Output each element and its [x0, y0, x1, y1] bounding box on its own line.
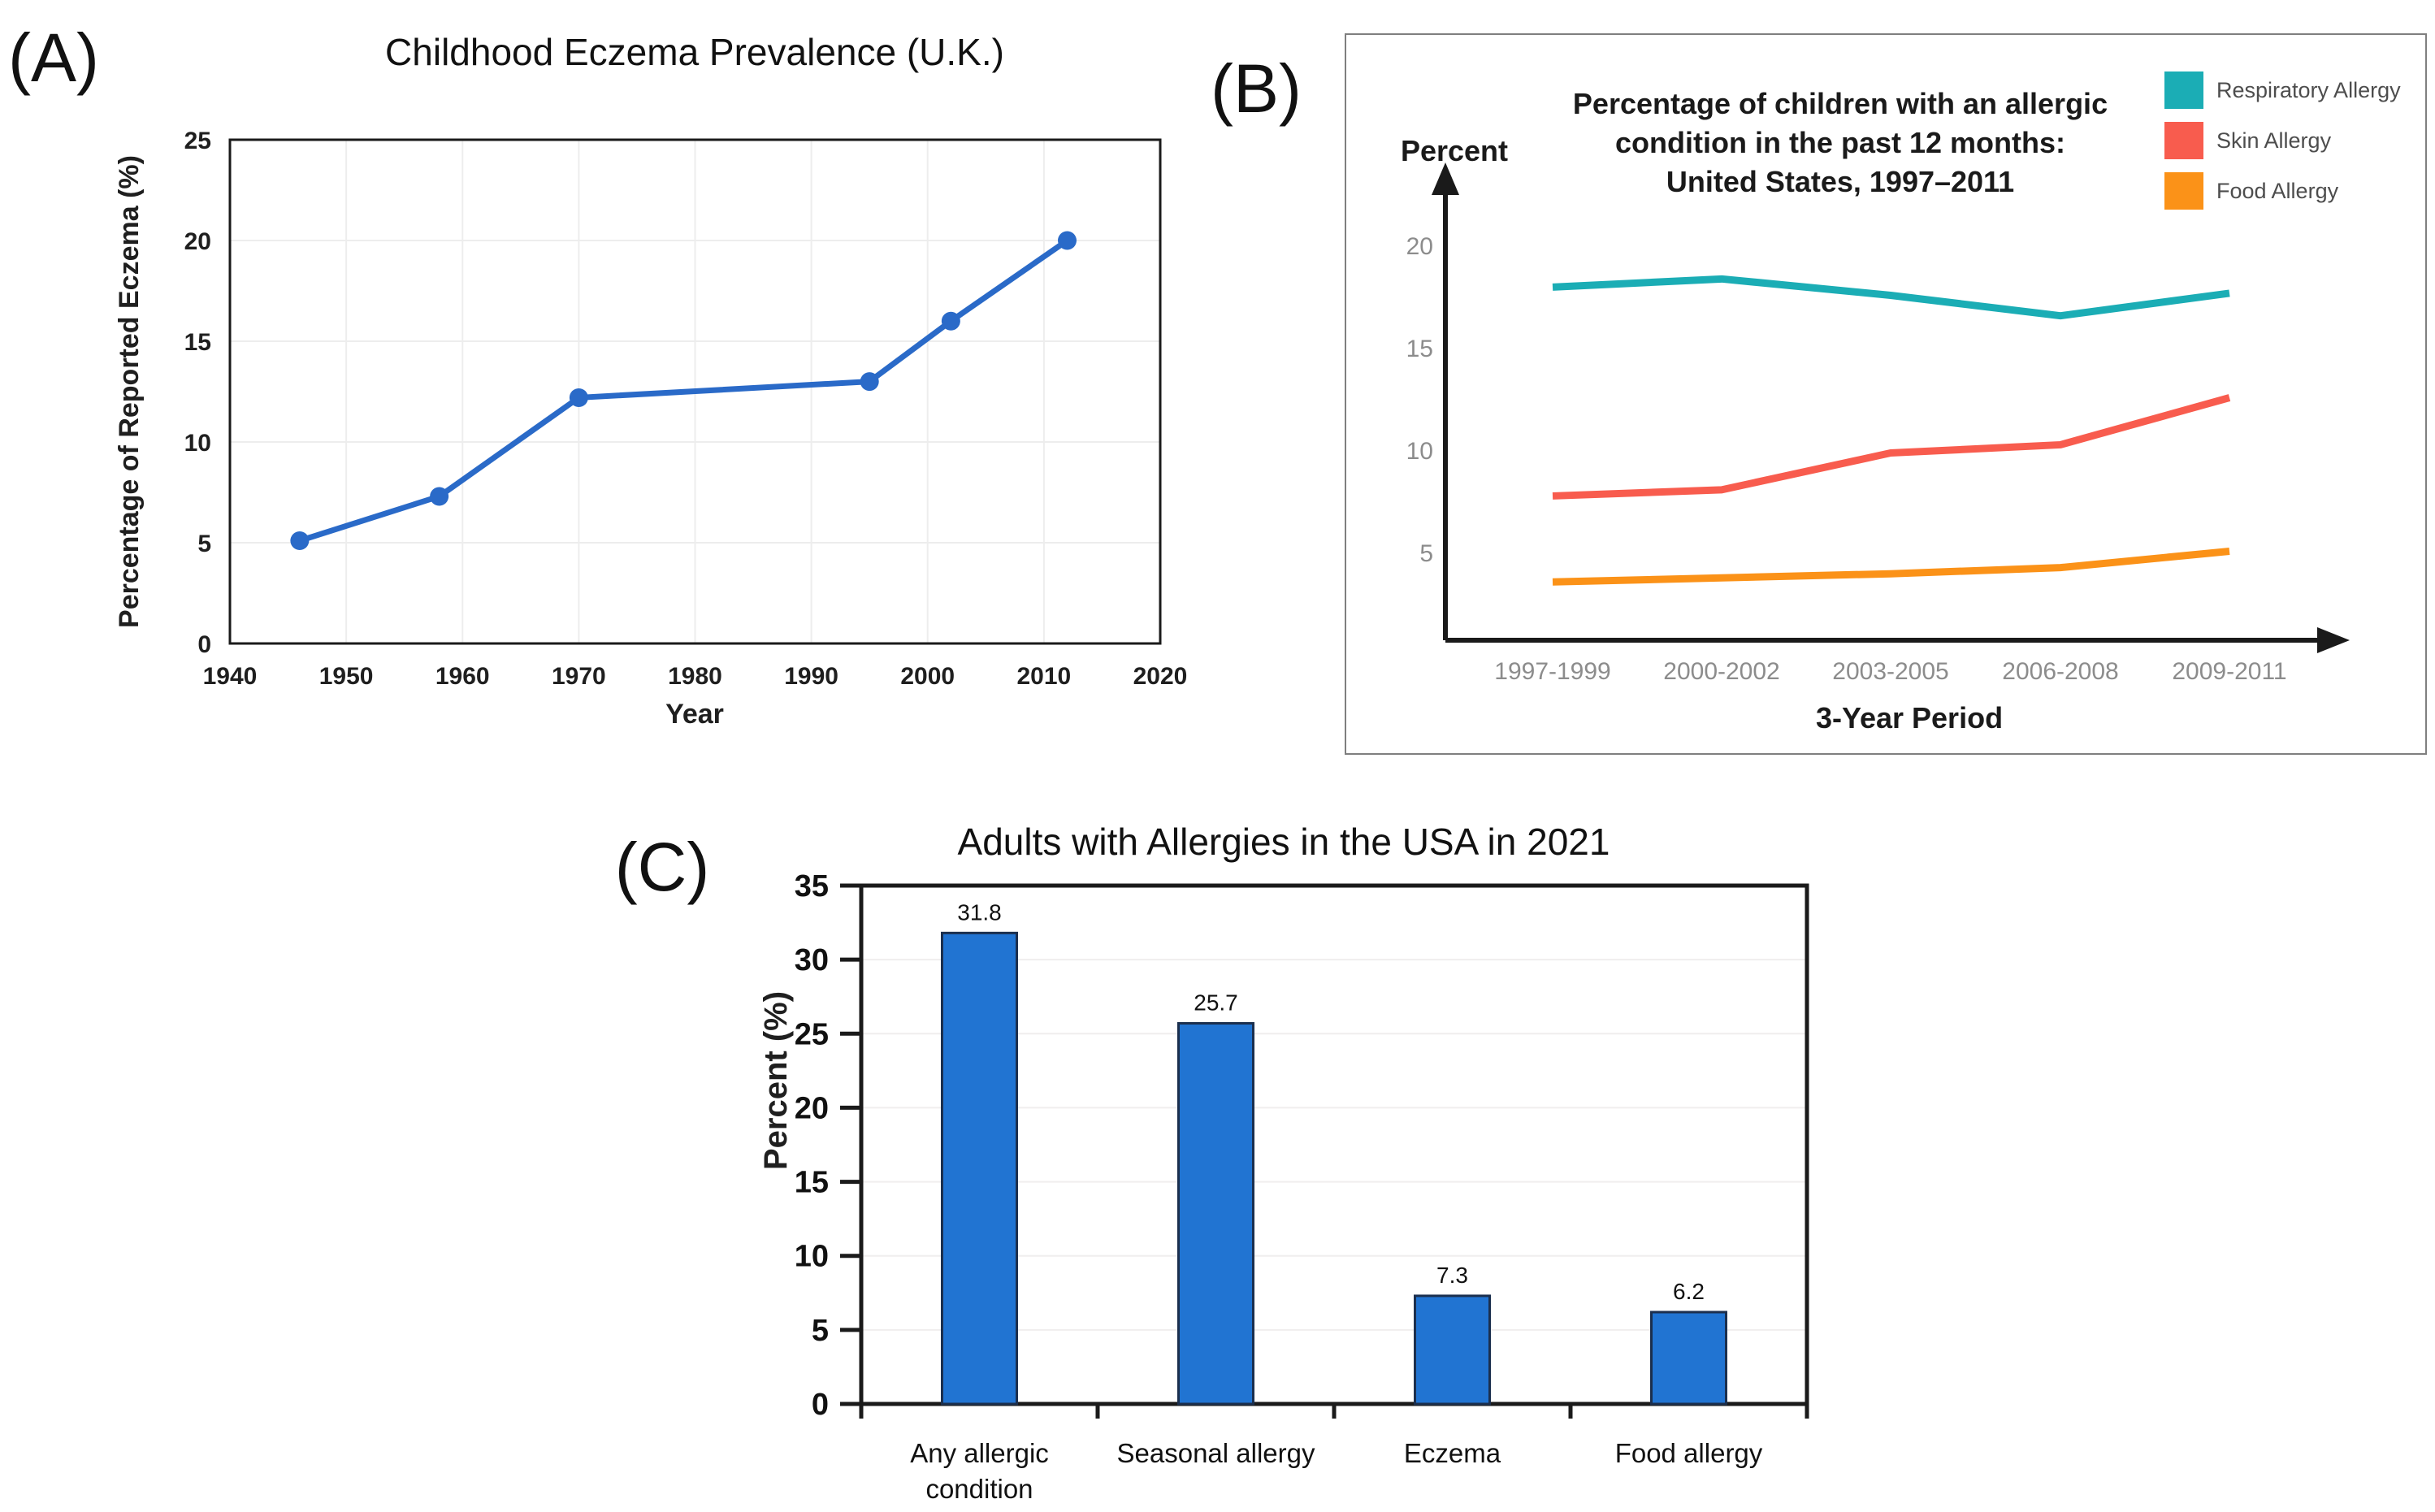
- y-tick-label: 5: [812, 1314, 829, 1348]
- data-point-marker: [860, 372, 879, 392]
- chart-b-title-line: condition in the past 12 months:: [1615, 126, 2065, 159]
- chart-b-xaxis-title: 3-Year Period: [1816, 701, 2003, 734]
- x-tick-label: 2020: [1133, 663, 1188, 690]
- y-tick-label: 10: [1406, 438, 1433, 465]
- x-category-label: Eczema: [1404, 1438, 1501, 1468]
- plot-border: [228, 138, 1162, 645]
- y-tick-label: 35: [795, 869, 829, 903]
- bar-value-label: 25.7: [1194, 990, 1238, 1016]
- chart-a-title: Childhood Eczema Prevalence (U.K.): [385, 31, 1004, 73]
- chart-a-yaxis-title: Percentage of Reported Eczema (%): [114, 155, 145, 628]
- chart-b-title-line: United States, 1997–2011: [1666, 165, 2014, 198]
- data-line-skin-allergy: [1552, 394, 2231, 500]
- data-point-marker: [941, 311, 960, 331]
- x-tick-label: 1960: [435, 663, 490, 690]
- y-tick-label: 20: [795, 1091, 829, 1125]
- data-point-marker: [430, 487, 449, 506]
- x-tick-label: 1990: [784, 663, 838, 690]
- x-category-label: 2009-2011: [2172, 658, 2286, 685]
- data-point-marker: [290, 531, 310, 551]
- chart-a-eczema-line-plot: 1940 1950 1960 1970 1980 1990 2000 2010 2020 0 5 10…: [184, 128, 1188, 690]
- chart-a-xaxis-title: Year: [665, 699, 724, 730]
- chart-b-yaxis-title: Percent: [1401, 134, 1508, 167]
- x-tick-label: 2000: [900, 663, 955, 690]
- x-category-label: 2003-2005: [1832, 658, 1948, 685]
- y-tick-label: 10: [184, 430, 211, 457]
- legend-label: Skin Allergy: [2216, 128, 2332, 153]
- chart-b-title: Percentage of children with an allergic c…: [1573, 87, 2108, 198]
- x-category-label: 2000-2002: [1663, 658, 1779, 685]
- y-tick-label: 30: [795, 943, 829, 977]
- y-tick-label: 25: [184, 128, 211, 154]
- y-tick-label: 0: [812, 1388, 829, 1422]
- y-axis-arrowhead: [1432, 162, 1459, 195]
- y-tick-label: 5: [1419, 540, 1433, 567]
- chart-b-children-allergy-line-plot: 5 10 15 20 1997-1999 2000-2002 2003-2005 2006-2…: [1406, 71, 2401, 685]
- y-tick-label: 15: [795, 1166, 829, 1200]
- x-tick-label: 1950: [319, 663, 374, 690]
- panel-b-label: (B): [1211, 50, 1302, 127]
- x-tick-label: 1980: [668, 663, 722, 690]
- bar: [1414, 1294, 1491, 1406]
- bar-value-label: 7.3: [1436, 1263, 1468, 1288]
- data-line-food-allergy: [1552, 548, 2230, 586]
- bar-value-label: 31.8: [957, 899, 1002, 925]
- chart-c-title: Adults with Allergies in the USA in 2021: [958, 821, 1610, 863]
- data-point-marker: [569, 388, 588, 407]
- chart-c-adult-allergy-bar-plot: 0 5 10 15 20 25 30 35 31.8 Any allergic condition 2…: [795, 869, 1809, 1504]
- panel-c-label: (C): [615, 829, 710, 905]
- data-point-marker: [1058, 231, 1077, 250]
- y-tick-label: 20: [184, 228, 211, 255]
- x-axis-arrowhead: [2317, 627, 2350, 653]
- x-category-label: Any allergic: [910, 1438, 1049, 1468]
- x-category-label: Food allergy: [1615, 1438, 1763, 1468]
- legend-swatch: [2164, 71, 2203, 109]
- data-line-respiratory-allergy: [1552, 275, 2230, 320]
- x-category-label: Seasonal allergy: [1117, 1438, 1315, 1468]
- chart-b-title-line: Percentage of children with an allergic: [1573, 87, 2108, 120]
- x-tick-label: 1970: [552, 663, 606, 690]
- panel-a-label: (A): [8, 19, 99, 96]
- chart-c-yaxis-title: Percent (%): [758, 991, 794, 1170]
- legend-label: Food Allergy: [2216, 179, 2339, 203]
- y-tick-label: 15: [184, 329, 211, 356]
- y-tick-label: 20: [1406, 233, 1433, 260]
- x-category-label: 2006-2008: [2002, 658, 2118, 685]
- legend-swatch: [2164, 172, 2203, 210]
- x-category-label: condition: [925, 1474, 1033, 1504]
- x-category-label: 1997-1999: [1494, 658, 1610, 685]
- bar: [1177, 1022, 1254, 1406]
- legend-label: Respiratory Allergy: [2216, 78, 2401, 102]
- chart-b-frame: [1345, 33, 2427, 755]
- data-line: [298, 238, 1069, 544]
- y-tick-label: 25: [795, 1017, 829, 1051]
- x-tick-label: 1940: [203, 663, 258, 690]
- bar: [941, 931, 1018, 1406]
- y-tick-label: 10: [795, 1240, 829, 1274]
- bar-value-label: 6.2: [1673, 1279, 1705, 1304]
- y-tick-label: 5: [197, 531, 211, 557]
- y-tick-label: 0: [197, 631, 211, 658]
- bar: [1650, 1311, 1727, 1406]
- legend-swatch: [2164, 122, 2203, 159]
- x-tick-label: 2010: [1017, 663, 1072, 690]
- y-tick-label: 15: [1406, 336, 1433, 362]
